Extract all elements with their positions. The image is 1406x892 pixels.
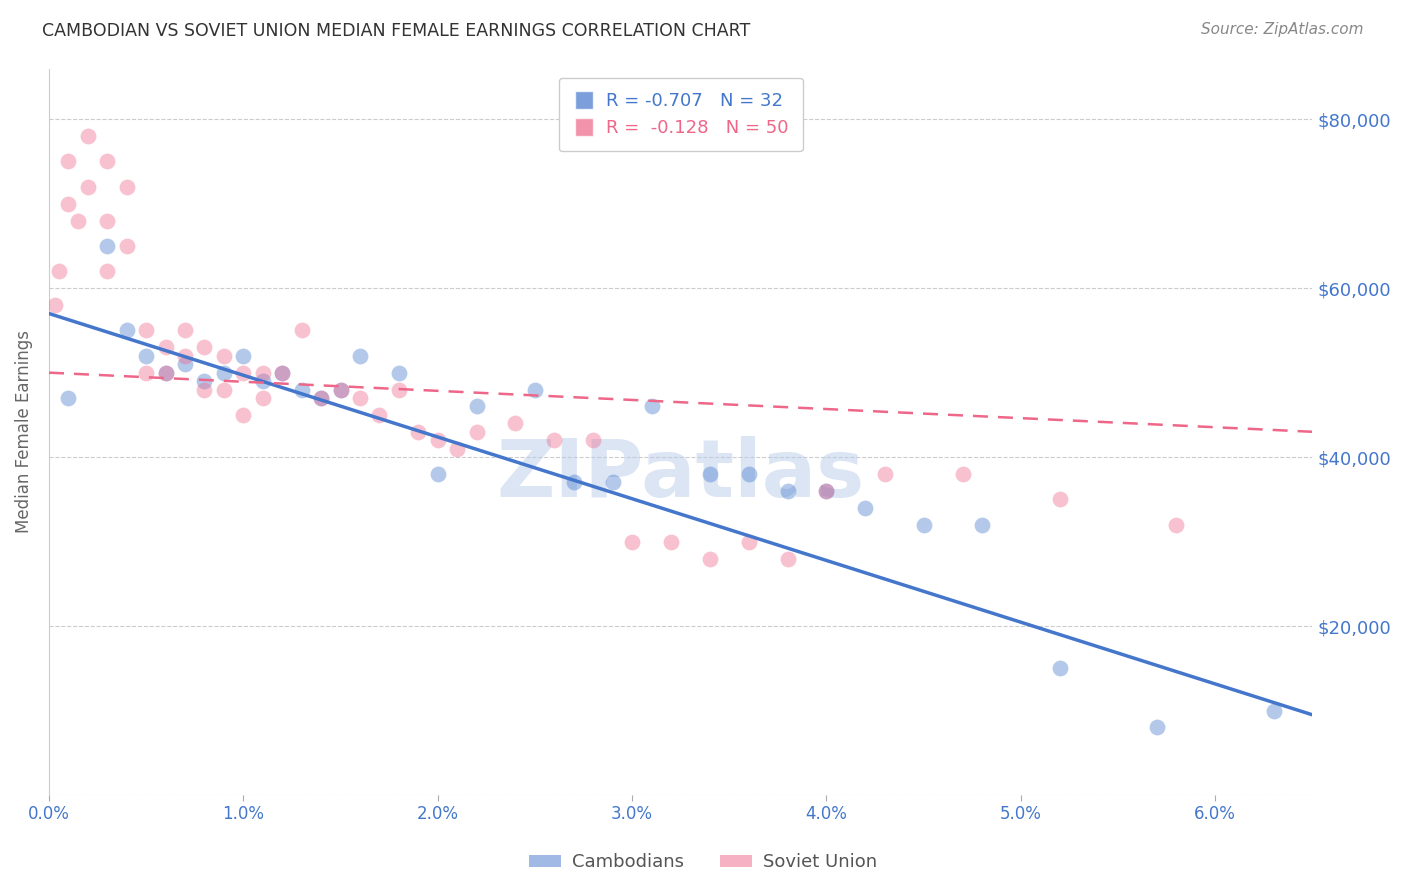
Point: [232, 408, 254, 422]
Point: [406, 425, 429, 439]
Point: [155, 340, 177, 354]
Point: [309, 391, 332, 405]
Point: [135, 349, 157, 363]
Point: [212, 349, 235, 363]
Text: CAMBODIAN VS SOVIET UNION MEDIAN FEMALE EARNINGS CORRELATION CHART: CAMBODIAN VS SOVIET UNION MEDIAN FEMALE …: [42, 22, 751, 40]
Point: [349, 349, 371, 363]
Point: [873, 467, 896, 481]
Point: [174, 357, 197, 371]
Point: [446, 442, 468, 456]
Point: [135, 366, 157, 380]
Point: [58, 391, 80, 405]
Point: [252, 366, 274, 380]
Text: ZIPatlas: ZIPatlas: [496, 436, 865, 515]
Point: [426, 434, 449, 448]
Point: [96, 213, 118, 227]
Point: [291, 383, 314, 397]
Point: [815, 483, 838, 498]
Point: [1049, 661, 1071, 675]
Point: [640, 400, 662, 414]
Point: [621, 534, 644, 549]
Point: [912, 517, 935, 532]
Point: [659, 534, 682, 549]
Point: [96, 154, 118, 169]
Point: [815, 483, 838, 498]
Point: [970, 517, 993, 532]
Point: [76, 179, 98, 194]
Point: [232, 366, 254, 380]
Point: [155, 366, 177, 380]
Point: [48, 264, 70, 278]
Point: [329, 383, 352, 397]
Legend: Cambodians, Soviet Union: Cambodians, Soviet Union: [522, 847, 884, 879]
Point: [952, 467, 974, 481]
Point: [543, 434, 565, 448]
Point: [602, 475, 624, 490]
Point: [426, 467, 449, 481]
Point: [232, 349, 254, 363]
Point: [193, 340, 215, 354]
Point: [44, 298, 66, 312]
Text: Source: ZipAtlas.com: Source: ZipAtlas.com: [1201, 22, 1364, 37]
Point: [271, 366, 294, 380]
Point: [212, 383, 235, 397]
Point: [96, 239, 118, 253]
Y-axis label: Median Female Earnings: Median Female Earnings: [15, 330, 32, 533]
Point: [465, 400, 488, 414]
Point: [505, 417, 527, 431]
Point: [193, 374, 215, 388]
Point: [309, 391, 332, 405]
Point: [562, 475, 585, 490]
Point: [212, 366, 235, 380]
Point: [1049, 492, 1071, 507]
Point: [115, 239, 138, 253]
Point: [58, 196, 80, 211]
Point: [388, 366, 411, 380]
Point: [349, 391, 371, 405]
Point: [776, 483, 799, 498]
Point: [368, 408, 391, 422]
Point: [174, 323, 197, 337]
Point: [738, 534, 761, 549]
Point: [853, 500, 876, 515]
Point: [135, 323, 157, 337]
Point: [252, 391, 274, 405]
Point: [699, 551, 721, 566]
Point: [291, 323, 314, 337]
Point: [174, 349, 197, 363]
Point: [115, 323, 138, 337]
Point: [115, 179, 138, 194]
Point: [1166, 517, 1188, 532]
Point: [67, 213, 90, 227]
Point: [193, 383, 215, 397]
Point: [1146, 721, 1168, 735]
Point: [776, 551, 799, 566]
Point: [252, 374, 274, 388]
Point: [388, 383, 411, 397]
Point: [523, 383, 546, 397]
Point: [582, 434, 605, 448]
Point: [1263, 704, 1285, 718]
Point: [96, 264, 118, 278]
Point: [271, 366, 294, 380]
Point: [76, 129, 98, 144]
Point: [329, 383, 352, 397]
Point: [465, 425, 488, 439]
Point: [699, 467, 721, 481]
Point: [58, 154, 80, 169]
Point: [155, 366, 177, 380]
Point: [738, 467, 761, 481]
Legend: R = -0.707   N = 32, R =  -0.128   N = 50: R = -0.707 N = 32, R = -0.128 N = 50: [558, 78, 803, 152]
